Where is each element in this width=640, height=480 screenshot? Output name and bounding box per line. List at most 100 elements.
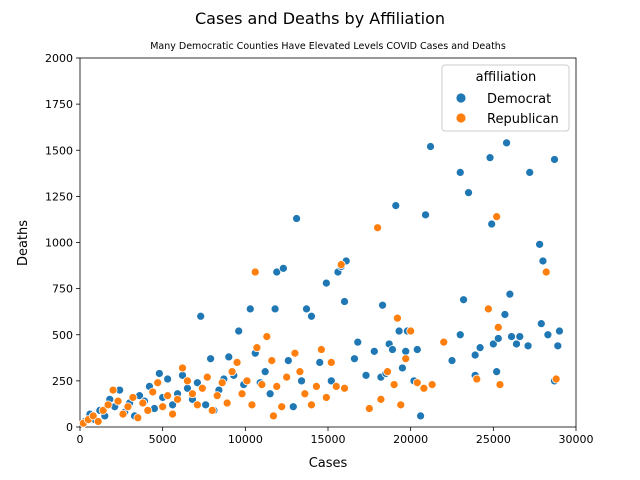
point-republican	[412, 378, 422, 388]
point-republican	[439, 337, 449, 347]
point-republican	[148, 387, 158, 397]
x-tick-label: 30000	[559, 433, 594, 446]
x-tick-label: 15000	[311, 433, 346, 446]
point-republican	[393, 313, 402, 323]
x-tick-label: 20000	[393, 433, 428, 446]
point-republican	[295, 367, 305, 377]
point-democrat	[340, 297, 349, 306]
point-republican	[262, 332, 272, 341]
point-democrat	[394, 326, 404, 336]
point-republican	[217, 378, 227, 388]
point-republican	[118, 409, 128, 419]
point-republican	[103, 400, 113, 410]
point-republican	[193, 400, 202, 410]
point-republican	[317, 345, 326, 354]
point-democrat	[361, 370, 371, 380]
point-democrat	[168, 400, 177, 410]
point-republican	[163, 391, 173, 401]
point-democrat	[391, 201, 401, 210]
point-republican	[88, 411, 98, 421]
point-republican	[138, 398, 148, 408]
point-democrat	[421, 210, 430, 220]
point-republican	[123, 402, 133, 412]
point-republican	[113, 396, 123, 406]
point-republican	[290, 348, 300, 358]
point-democrat	[292, 214, 301, 223]
point-republican	[108, 385, 118, 395]
point-republican	[168, 409, 177, 419]
y-tick-label: 250	[52, 375, 73, 388]
point-republican	[406, 326, 416, 336]
point-democrat	[224, 352, 234, 362]
point-democrat	[459, 295, 468, 305]
point-republican	[267, 356, 277, 365]
point-democrat	[416, 411, 425, 421]
point-republican	[188, 389, 197, 399]
legend-label-democrat: Democrat	[487, 92, 551, 107]
y-tick-label: 1000	[45, 237, 73, 250]
point-democrat	[426, 142, 435, 151]
series-layer	[78, 138, 564, 428]
point-republican	[472, 374, 482, 384]
point-republican	[551, 374, 561, 384]
x-axis: 0 5000 10000 15000 20000 25000 30000	[77, 427, 594, 446]
point-republican	[237, 389, 247, 399]
point-democrat	[550, 155, 559, 164]
point-republican	[158, 402, 168, 412]
point-republican	[326, 358, 336, 367]
point-democrat	[455, 330, 465, 340]
point-republican	[257, 380, 267, 389]
y-tick-label: 1500	[45, 144, 73, 157]
point-democrat	[388, 345, 397, 354]
point-democrat	[523, 341, 533, 351]
point-republican	[247, 400, 257, 410]
point-republican	[173, 394, 182, 404]
point-democrat	[193, 378, 202, 388]
point-republican	[143, 406, 153, 415]
point-republican	[376, 394, 386, 404]
point-democrat	[515, 332, 525, 341]
point-republican	[300, 389, 310, 399]
point-democrat	[543, 330, 553, 340]
point-republican	[269, 411, 278, 421]
point-democrat	[505, 289, 515, 299]
x-tick-label: 5000	[149, 433, 177, 446]
y-tick-label: 2000	[45, 52, 73, 65]
point-democrat	[493, 334, 503, 343]
point-democrat	[536, 319, 546, 329]
point-democrat	[350, 354, 359, 364]
point-republican	[202, 372, 212, 382]
point-democrat	[278, 263, 288, 273]
point-democrat	[485, 153, 495, 163]
point-republican	[207, 406, 217, 415]
x-tick-label: 0	[77, 433, 84, 446]
point-republican	[427, 380, 437, 389]
y-tick-label: 500	[52, 329, 73, 342]
legend-title: affiliation	[476, 70, 537, 85]
point-democrat	[535, 239, 545, 249]
chart-subtitle: Many Democratic Counties Have Elevated L…	[150, 41, 506, 52]
point-democrat	[206, 354, 215, 364]
point-democrat	[512, 339, 521, 349]
point-democrat	[475, 343, 485, 353]
point-republican	[331, 382, 341, 391]
y-tick-label: 1250	[45, 190, 73, 203]
legend-box	[441, 64, 570, 132]
point-democrat	[398, 363, 407, 373]
point-republican	[401, 354, 411, 364]
point-republican	[178, 363, 187, 373]
point-democrat	[500, 310, 510, 319]
point-democrat	[234, 326, 244, 336]
point-democrat	[401, 346, 411, 356]
point-democrat	[412, 345, 422, 354]
point-democrat	[321, 278, 331, 288]
legend: affiliation Democrat Republican	[441, 64, 570, 132]
point-democrat	[487, 219, 497, 229]
point-democrat	[378, 300, 387, 310]
point-democrat	[302, 304, 311, 314]
point-democrat	[272, 267, 282, 277]
point-republican	[321, 393, 331, 402]
point-republican	[212, 391, 222, 401]
